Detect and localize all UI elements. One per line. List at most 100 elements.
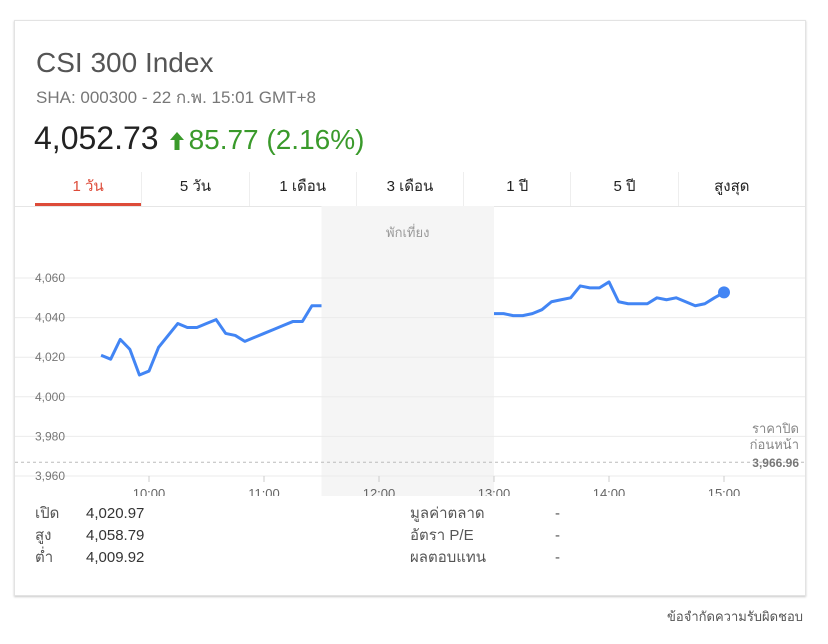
stat-yield: ผลตอบแทน - (410, 547, 710, 569)
current-price: 4,052.73 (34, 120, 159, 156)
price-point (550, 300, 554, 304)
stat-low: ต่ำ 4,009.92 (35, 547, 335, 569)
price-line-segment (100, 304, 322, 377)
price-point (597, 286, 601, 290)
price-point (291, 320, 295, 324)
stat-label: เปิด (35, 505, 60, 522)
price-point (511, 314, 515, 318)
x-tick-label: 14:00 (593, 486, 626, 496)
price-point (262, 331, 266, 335)
x-tick-label: 13:00 (478, 486, 511, 496)
price-point (185, 326, 189, 330)
price-point (559, 298, 563, 302)
price-point (617, 300, 621, 304)
stat-value: 4,020.97 (86, 505, 145, 522)
y-tick-label: 3,980 (35, 429, 65, 443)
x-axis: 10:00 11:00 12:00 13:00 14:00 15:00 (133, 476, 741, 496)
price-point (588, 286, 592, 290)
y-tick-label: 4,060 (35, 271, 65, 285)
price-point (636, 302, 640, 306)
x-tick-label: 12:00 (363, 486, 396, 496)
price-point (281, 324, 285, 328)
price-line-segment (494, 280, 725, 318)
x-tick-label: 10:00 (133, 486, 166, 496)
price-point (578, 284, 582, 288)
price-point (195, 326, 199, 330)
disclaimer-link[interactable]: ข้อจำกัดความรับผิดชอบ (667, 609, 803, 624)
previous-close-label-2: ก่อนหน้า (750, 437, 799, 452)
x-tick-label: 11:00 (248, 486, 280, 496)
price-point (502, 312, 506, 316)
price-point (128, 347, 132, 351)
price-series (99, 280, 725, 377)
stat-high: สูง 4,058.79 (35, 525, 335, 547)
x-tick-label: 15:00 (708, 486, 741, 496)
tab-5-day[interactable]: 5 วัน (142, 172, 250, 206)
stat-label: มูลค่าตลาด (410, 505, 485, 522)
price-point (224, 331, 228, 335)
y-tick-label: 3,960 (35, 469, 65, 483)
price-point (166, 333, 170, 337)
last-price-dot (718, 286, 730, 299)
tab-1-year[interactable]: 1 ปี (464, 172, 572, 206)
price-point (703, 302, 707, 306)
price-point (243, 339, 247, 343)
y-axis: 4,060 4,040 4,020 4,000 3,980 3,960 (35, 271, 65, 483)
index-title: CSI 300 Index (36, 47, 214, 78)
previous-close-value: 3,966.96 (752, 456, 799, 470)
price-point (665, 298, 669, 302)
price-point (320, 304, 324, 308)
stock-card: CSI 300 Index SHA: 000300 - 22 ก.พ. 15:0… (14, 20, 806, 596)
price-point (530, 312, 534, 316)
previous-close-label: ราคาปิด (752, 421, 799, 436)
price-point (252, 335, 256, 339)
price-row: 4,052.73 85.77 (2.16%) (34, 120, 364, 160)
time-range-tabs: 1 วัน 5 วัน 1 เดือน 3 เดือน 1 ปี 5 ปี สู… (35, 172, 785, 206)
price-point (137, 373, 141, 377)
price-point (693, 304, 697, 308)
price-point (540, 308, 544, 312)
price-point (674, 296, 678, 300)
stat-value: 4,009.92 (86, 549, 145, 566)
stat-open: เปิด 4,020.97 (35, 503, 335, 525)
price-point (99, 353, 103, 357)
price-point (214, 318, 218, 322)
tab-3-month[interactable]: 3 เดือน (357, 172, 465, 206)
index-subtitle: SHA: 000300 - 22 ก.พ. 15:01 GMT+8 (36, 88, 316, 107)
stat-market-cap: มูลค่าตลาด - (410, 503, 710, 525)
price-point (272, 327, 276, 331)
price-point (712, 296, 716, 300)
stat-value: - (555, 527, 560, 544)
price-point (118, 337, 122, 341)
y-tick-label: 4,020 (35, 350, 65, 364)
chart-gridlines (15, 277, 805, 477)
price-point (655, 296, 659, 300)
y-tick-label: 4,040 (35, 311, 65, 325)
price-point (310, 304, 314, 308)
tab-1-day[interactable]: 1 วัน (35, 172, 143, 206)
stat-pe-ratio: อัตรา P/E - (410, 525, 710, 547)
price-change: 85.77 (2.16%) (188, 124, 365, 155)
tab-1-month[interactable]: 1 เดือน (250, 172, 357, 206)
price-point (521, 314, 525, 318)
price-point (569, 296, 573, 300)
price-point (147, 369, 151, 373)
price-point (157, 345, 161, 349)
stat-value: 4,058.79 (86, 527, 145, 544)
price-point (492, 312, 496, 316)
stat-label: ผลตอบแทน (410, 549, 487, 566)
price-point (684, 300, 688, 304)
price-point (109, 357, 113, 361)
stat-label: สูง (35, 527, 52, 544)
price-point (205, 322, 209, 326)
tab-max[interactable]: สูงสุด (714, 178, 750, 195)
stat-value: - (555, 505, 560, 522)
stat-value: - (555, 549, 560, 566)
y-tick-label: 4,000 (35, 390, 65, 404)
lunch-break-shading (321, 206, 494, 496)
price-point (233, 333, 237, 337)
price-chart[interactable]: พักเที่ยง 4,060 4,040 4,020 4,000 3,980 3,960… (15, 206, 805, 496)
price-point (607, 280, 611, 284)
tab-5-year[interactable]: 5 ปี (571, 172, 679, 206)
stat-label: ต่ำ (35, 549, 54, 566)
